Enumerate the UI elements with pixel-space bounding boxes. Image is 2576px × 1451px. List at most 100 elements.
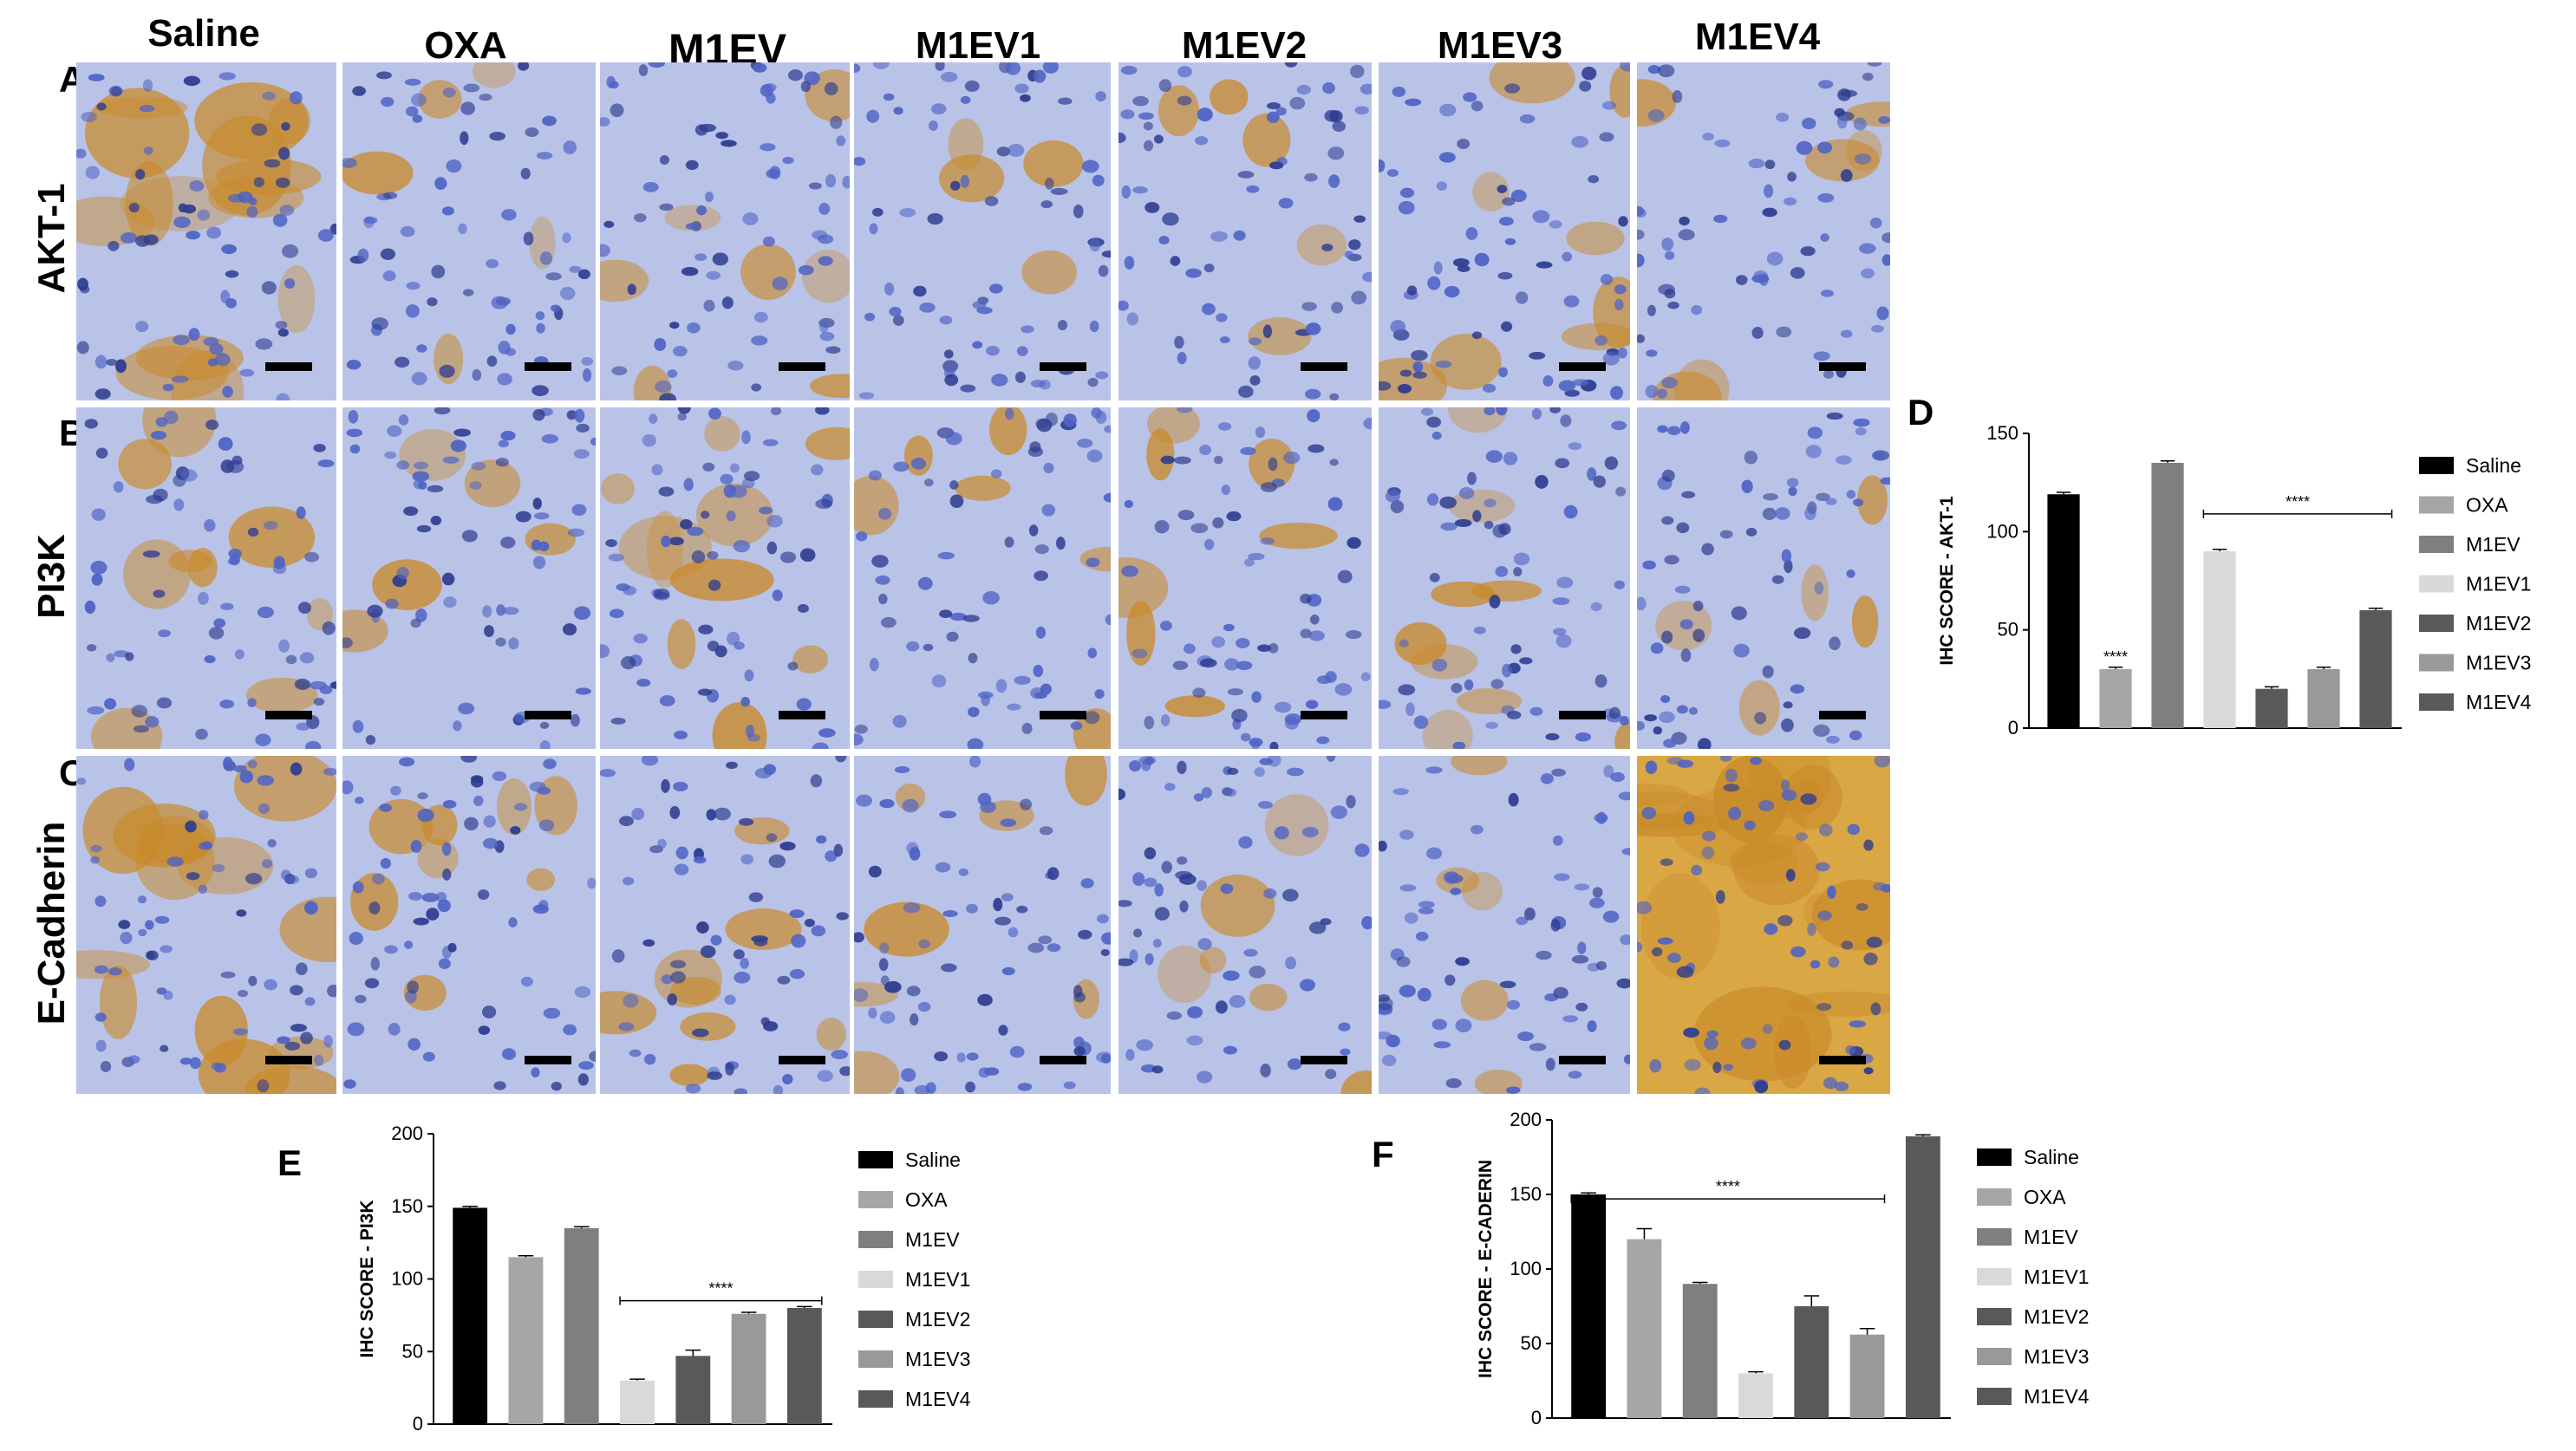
significance-marker: **** — [2103, 648, 2128, 666]
y-tick-label: 50 — [1521, 1332, 1542, 1354]
bar-m1ev3 — [1849, 1334, 1885, 1418]
legend-swatch-m1ev2 — [1977, 1308, 2012, 1325]
significance-marker: **** — [1716, 1178, 1740, 1195]
column-header-m1ev1: M1EV1 — [915, 24, 1041, 67]
scale-bar — [1559, 1056, 1606, 1064]
y-tick-label: 50 — [402, 1340, 423, 1362]
bar-m1ev3 — [731, 1313, 766, 1424]
legend-swatch-m1ev4 — [1977, 1388, 2012, 1405]
scale-bar — [1301, 362, 1347, 371]
legend-label-m1ev1: M1EV1 — [2466, 573, 2531, 595]
legend-label-m1ev2: M1EV2 — [2024, 1305, 2089, 1328]
y-tick-label: 200 — [1510, 1109, 1542, 1130]
significance-marker: **** — [2286, 493, 2310, 511]
column-header-saline: Saline — [147, 12, 260, 55]
panel-letter-e: E — [277, 1142, 303, 1183]
y-tick-label: 0 — [2008, 717, 2018, 739]
row-label-e-cadherin: E-Cadherin — [30, 821, 73, 1025]
legend-label-m1ev3: M1EV3 — [2466, 652, 2531, 674]
y-tick-label: 150 — [1510, 1183, 1542, 1205]
y-axis-label: IHC SCORE - AKT-1 — [1937, 496, 1957, 666]
legend-swatch-saline — [858, 1151, 893, 1168]
y-axis-label: IHC SCORE - E-CADERIN — [1476, 1160, 1496, 1378]
legend-swatch-oxa — [1977, 1188, 2012, 1206]
row-label-pi3k: PI3K — [30, 534, 73, 619]
chart-f-e-cadherin-ihc-score: 0 50 100 150 200 IHC SCORE - E-CADERIN **** Sal… — [1476, 1109, 2090, 1428]
y-tick-label: 100 — [391, 1268, 423, 1290]
scale-bar — [1301, 1056, 1347, 1064]
micrograph-pi3k-saline — [76, 407, 336, 749]
legend-label-m1ev3: M1EV3 — [905, 1348, 970, 1370]
column-header-oxa: OXA — [424, 24, 507, 67]
scale-bar — [779, 1056, 825, 1064]
y-tick-label: 200 — [391, 1122, 423, 1144]
y-tick-label: 150 — [1986, 422, 2018, 444]
bar-m1ev4 — [786, 1308, 822, 1424]
significance-marker: **** — [708, 1280, 733, 1298]
legend-label-saline: Saline — [905, 1148, 961, 1171]
micrograph-pi3k-m1ev1 — [854, 407, 1111, 749]
legend-swatch-saline — [1977, 1148, 2012, 1166]
legend-label-oxa: OXA — [2024, 1186, 2066, 1208]
legend-swatch-m1ev1 — [1977, 1268, 2012, 1285]
legend-swatch-m1ev1 — [2419, 575, 2454, 593]
bar-saline — [453, 1207, 488, 1424]
bar-oxa — [2099, 669, 2132, 728]
legend-label-m1ev: M1EV — [905, 1228, 960, 1251]
legend-swatch-m1ev3 — [1977, 1348, 2012, 1365]
scale-bar — [525, 362, 571, 371]
bar-m1ev1 — [1738, 1373, 1773, 1418]
scale-bar — [1040, 1056, 1086, 1064]
legend-swatch-m1ev3 — [2419, 654, 2454, 672]
micrograph-pi3k-m1ev3 — [1379, 407, 1630, 749]
legend-swatch-oxa — [858, 1191, 893, 1208]
bar-m1ev4 — [2359, 610, 2392, 728]
bar-m1ev1 — [2203, 551, 2236, 728]
column-header-m1ev4: M1EV4 — [1694, 16, 1821, 58]
scale-bar — [265, 711, 312, 719]
legend-label-oxa: OXA — [905, 1188, 948, 1211]
legend-label-m1ev4: M1EV4 — [905, 1388, 971, 1410]
scale-bar — [1819, 711, 1866, 719]
bar-m1ev2 — [675, 1356, 711, 1424]
scale-bar — [265, 1056, 312, 1064]
scale-bar — [525, 711, 571, 719]
bar-m1ev3 — [2307, 669, 2340, 728]
legend-swatch-m1ev1 — [858, 1271, 893, 1288]
micrograph-e-cadherin-m1ev — [600, 756, 850, 1094]
legend-label-m1ev1: M1EV1 — [2024, 1266, 2089, 1288]
column-header-m1ev2: M1EV2 — [1181, 24, 1308, 67]
bar-m1ev1 — [620, 1380, 655, 1424]
scale-bar — [1301, 711, 1347, 719]
bar-saline — [2047, 494, 2080, 728]
scale-bar — [1040, 362, 1086, 371]
scale-bar — [1040, 711, 1086, 719]
y-tick-label: 150 — [391, 1195, 423, 1217]
micrograph-akt-1-m1ev — [600, 62, 850, 400]
scale-bar — [779, 711, 825, 719]
micrograph-e-cadherin-m1ev2 — [1118, 756, 1372, 1094]
legend-swatch-m1ev4 — [2419, 693, 2454, 711]
legend-label-m1ev4: M1EV4 — [2024, 1385, 2090, 1408]
y-tick-label: 0 — [413, 1413, 423, 1435]
scale-bar — [1819, 1056, 1866, 1064]
legend-swatch-m1ev3 — [858, 1350, 893, 1368]
legend-swatch-m1ev2 — [2419, 615, 2454, 632]
micrograph-e-cadherin-oxa — [342, 756, 596, 1094]
micrograph-akt-1-m1ev1 — [854, 62, 1111, 400]
micrograph-pi3k-m1ev — [600, 407, 850, 749]
micrograph-akt-1-m1ev2 — [1118, 62, 1372, 400]
micrograph-e-cadherin-m1ev4 — [1637, 756, 1890, 1094]
panel-letter-d: D — [1908, 392, 1934, 433]
micrograph-e-cadherin-m1ev3 — [1379, 756, 1630, 1094]
micrograph-pi3k-m1ev2 — [1118, 407, 1372, 749]
legend-swatch-m1ev — [2419, 536, 2454, 553]
bar-m1ev — [564, 1227, 599, 1424]
micrograph-akt-1-oxa — [342, 62, 596, 400]
bar-m1ev — [1682, 1284, 1718, 1418]
scale-bar — [1559, 362, 1606, 371]
scale-bar — [1559, 711, 1606, 719]
legend-label-m1ev4: M1EV4 — [2466, 691, 2532, 713]
bar-m1ev4 — [1905, 1135, 1940, 1418]
bar-m1ev2 — [2255, 688, 2288, 728]
